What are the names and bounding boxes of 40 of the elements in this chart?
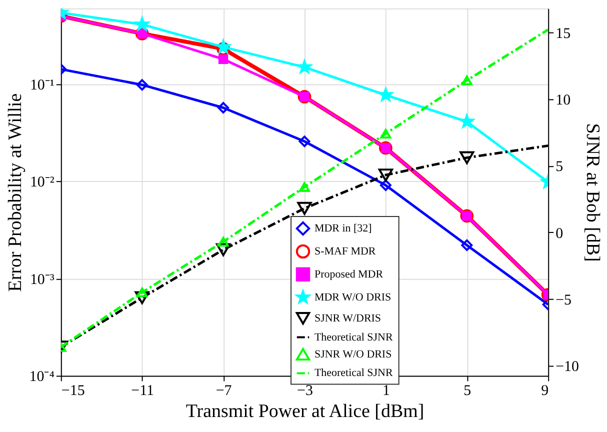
y2-tick-label: 15 — [556, 26, 571, 42]
point — [216, 42, 230, 56]
y-tick-label: 10⁻² — [30, 174, 55, 191]
x-tick-label: 1 — [382, 383, 390, 400]
x-tick-label: 9 — [541, 383, 549, 400]
legend-label: S-MAF MDR — [314, 245, 376, 258]
y-tick-label: 10⁻⁴ — [29, 369, 54, 386]
y2-tick-label: 5 — [556, 159, 564, 176]
legend-label: MDR W/O DRIS — [314, 291, 392, 304]
point — [216, 40, 230, 53]
x-tick-label: 5 — [464, 383, 472, 400]
legend-label: MDR in [32] — [314, 222, 372, 234]
x-tick-label: −11 — [131, 383, 154, 400]
point — [218, 102, 230, 114]
point — [135, 17, 149, 30]
point — [298, 136, 310, 148]
point — [461, 239, 473, 251]
y2-axis-title: SJNR at Bob [dB] — [582, 123, 603, 262]
y-tick-label: 10⁻¹ — [30, 77, 54, 94]
legend-label: SJNR W/DRIS — [314, 312, 382, 324]
legend-label: Proposed MDR — [314, 268, 384, 280]
legend-label: Theoretical SJNR — [314, 331, 394, 344]
legend-label: SJNR W/O DRIS — [314, 348, 392, 360]
point — [136, 79, 148, 91]
x-tick-label: −15 — [61, 383, 85, 400]
point — [218, 54, 228, 64]
point — [380, 179, 392, 191]
y-axis-title: Error Probability at Willie — [5, 93, 26, 292]
x-axis-title: Transmit Power at Alice [dBm] — [186, 401, 424, 422]
x-tick-label: −7 — [216, 383, 232, 400]
legend-label: Theoretical SJNR — [314, 367, 394, 380]
y2-tick-label: 10 — [556, 92, 571, 109]
x-tick-label: −3 — [297, 383, 313, 400]
point — [298, 60, 312, 74]
y2-tick-label: 0 — [556, 226, 564, 242]
point — [378, 88, 393, 101]
point — [460, 114, 474, 128]
y2-tick-label: −5 — [556, 292, 572, 309]
y2-tick-label: −10 — [556, 359, 580, 376]
y-tick-label: 10⁻³ — [30, 272, 55, 288]
